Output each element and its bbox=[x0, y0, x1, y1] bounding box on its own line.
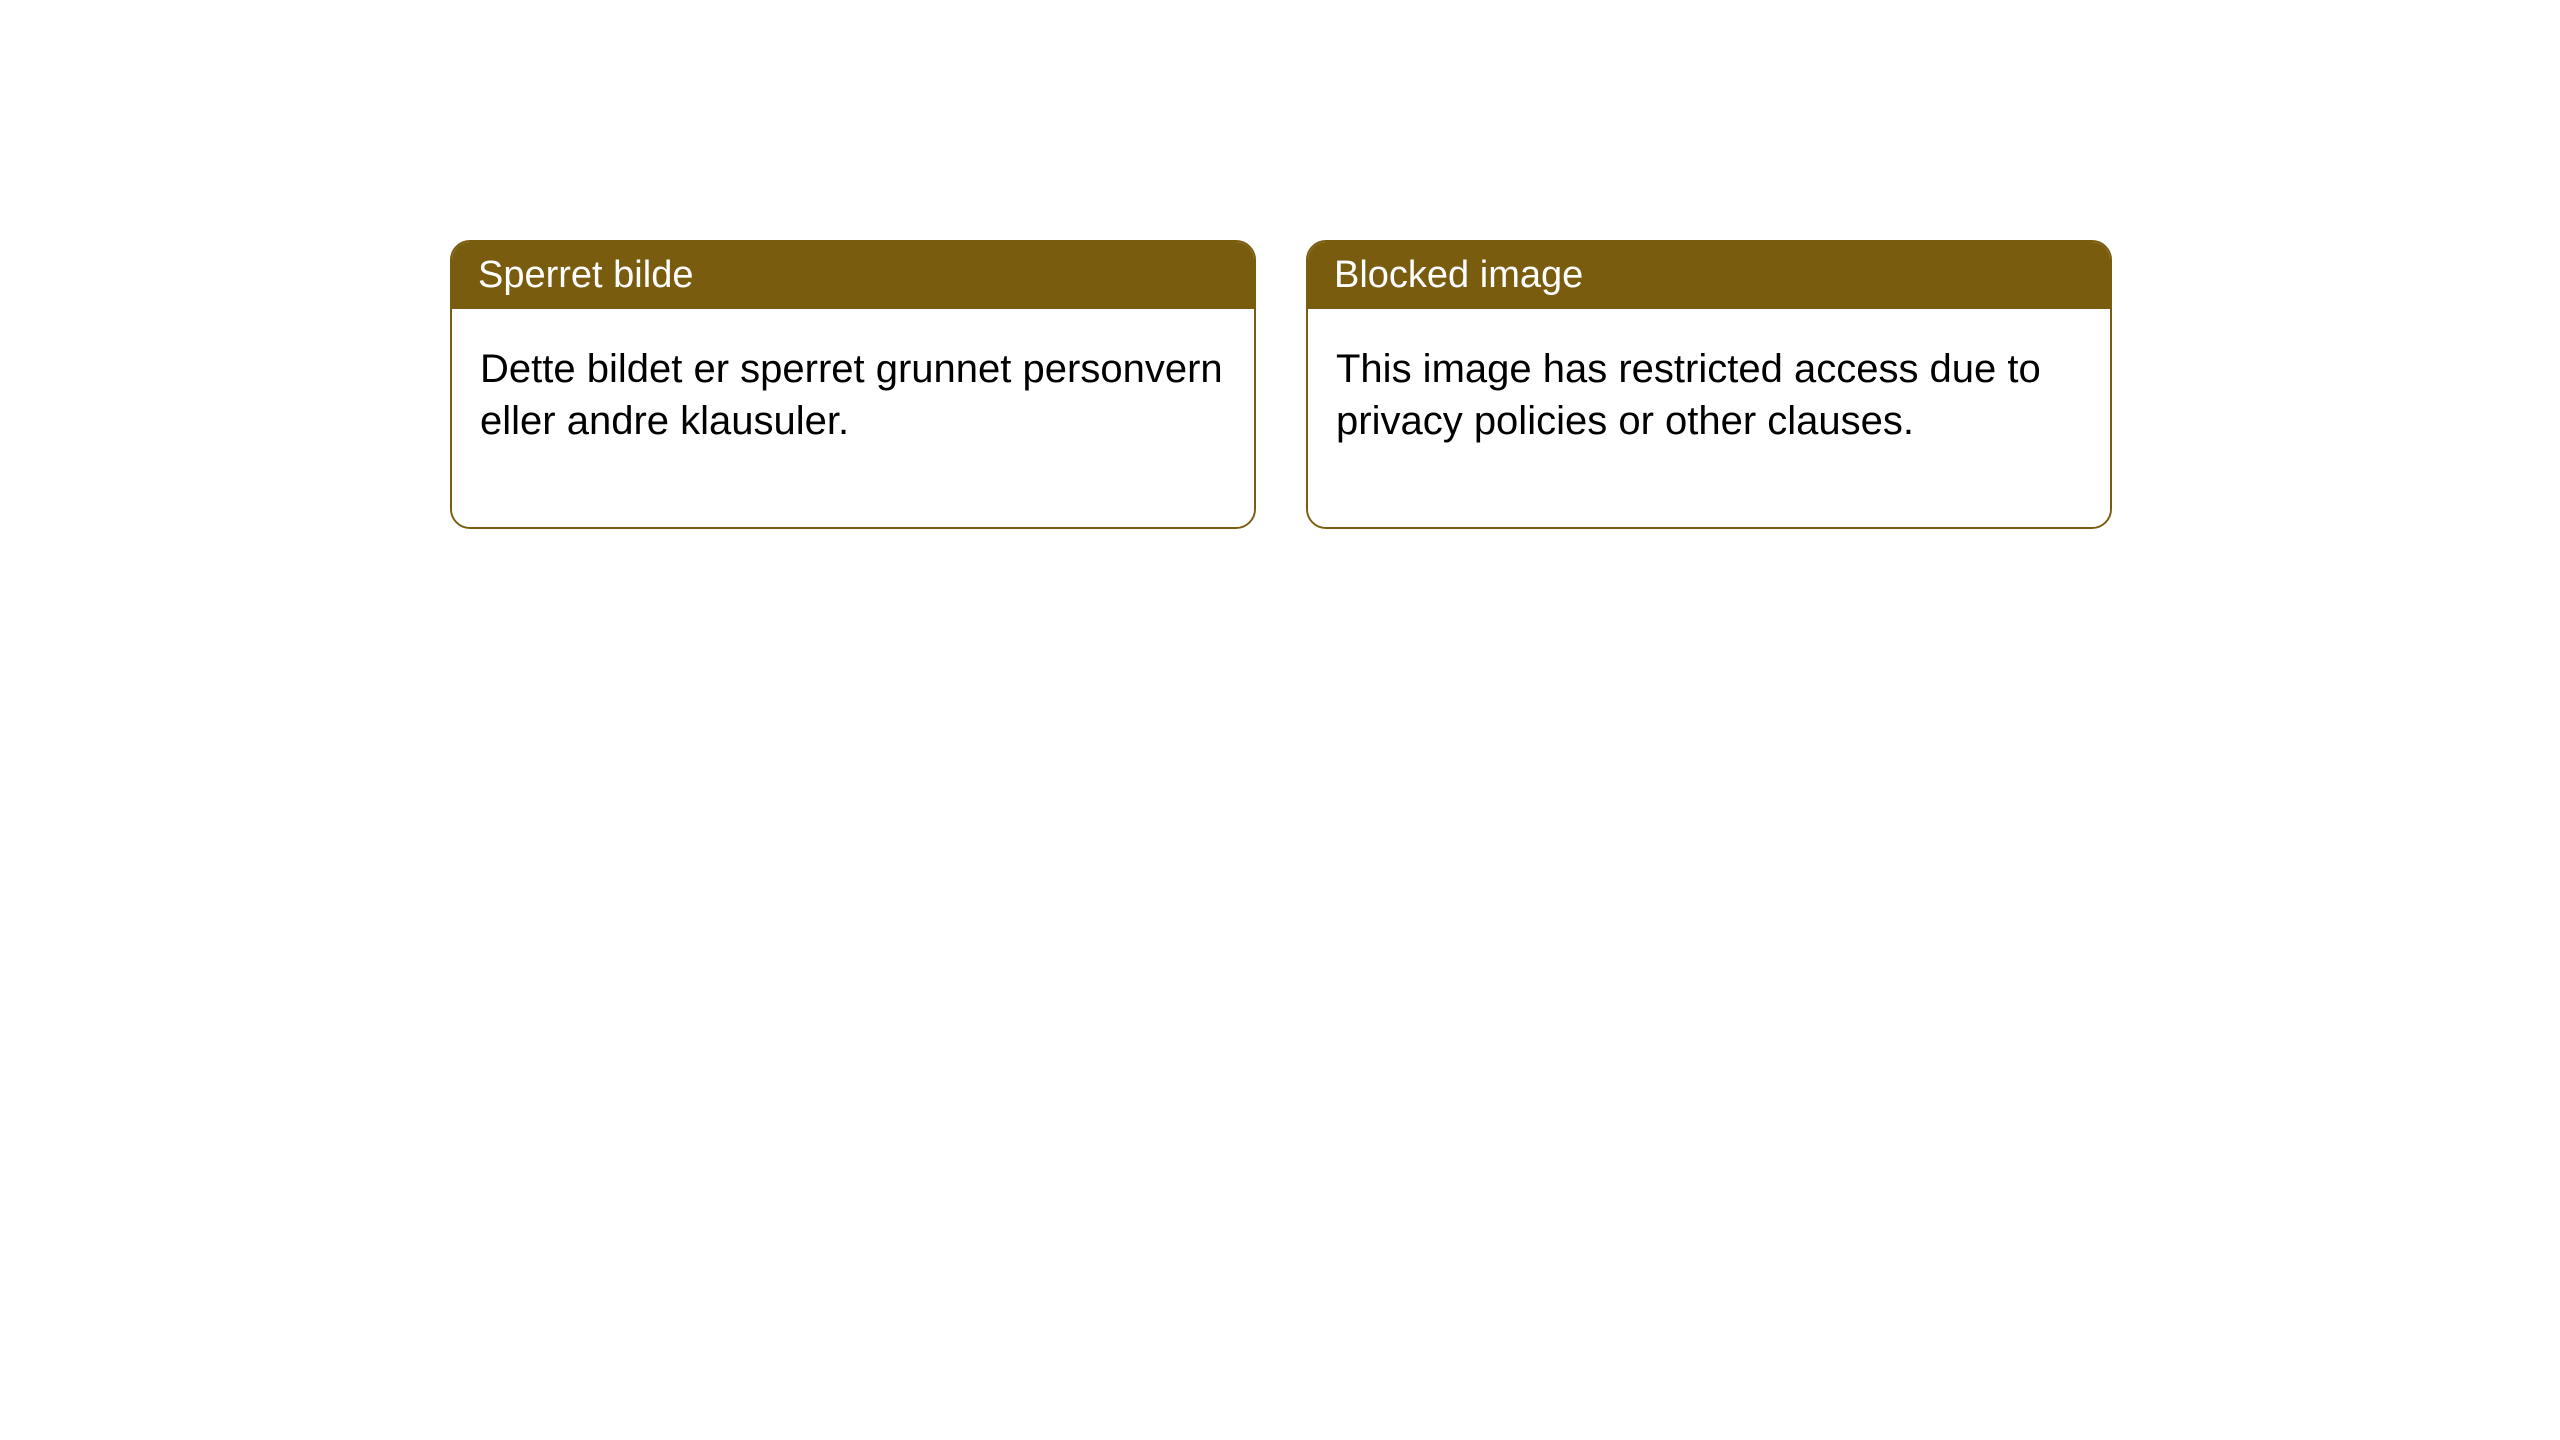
notice-body: This image has restricted access due to … bbox=[1308, 309, 2110, 527]
notice-header: Blocked image bbox=[1308, 242, 2110, 309]
notice-message: This image has restricted access due to … bbox=[1336, 343, 2082, 447]
notice-card-english: Blocked image This image has restricted … bbox=[1306, 240, 2112, 529]
notice-header: Sperret bilde bbox=[452, 242, 1254, 309]
notice-title: Sperret bilde bbox=[478, 254, 693, 296]
notice-title: Blocked image bbox=[1334, 254, 1583, 296]
notice-container: Sperret bilde Dette bildet er sperret gr… bbox=[0, 0, 2560, 529]
notice-body: Dette bildet er sperret grunnet personve… bbox=[452, 309, 1254, 527]
notice-message: Dette bildet er sperret grunnet personve… bbox=[480, 343, 1226, 447]
notice-card-norwegian: Sperret bilde Dette bildet er sperret gr… bbox=[450, 240, 1256, 529]
